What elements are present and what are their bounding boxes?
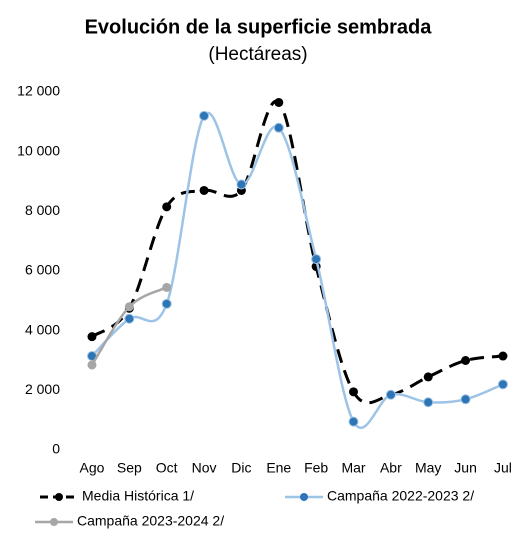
series-line	[91, 111, 504, 430]
legend-marker	[300, 493, 308, 501]
data-point	[274, 97, 284, 107]
y-tick-label: 2 000	[25, 381, 60, 397]
data-point	[349, 387, 358, 397]
x-tick-label: Abr	[380, 460, 402, 476]
y-tick-label: 8 000	[25, 202, 60, 218]
x-tick-label: Nov	[192, 460, 217, 476]
x-tick-label: Dic	[231, 460, 251, 476]
x-tick-label: Sep	[117, 460, 142, 476]
data-point	[423, 397, 434, 408]
x-tick-label: Mar	[341, 460, 365, 476]
data-point	[162, 282, 172, 292]
x-tick-label: Jun	[454, 460, 477, 476]
data-point	[87, 360, 97, 370]
chart-subtitle: (Hectáreas)	[208, 44, 307, 65]
y-tick-label: 10 000	[17, 142, 60, 158]
data-point	[273, 122, 284, 133]
data-point	[385, 389, 396, 400]
data-point	[199, 110, 210, 121]
data-point	[423, 372, 433, 382]
data-point	[236, 179, 247, 190]
x-tick-label: Ene	[266, 460, 291, 476]
data-point	[348, 416, 359, 427]
data-point	[124, 302, 134, 312]
x-tick-label: Jul	[494, 460, 512, 476]
data-point	[161, 298, 172, 309]
x-tick-label: May	[415, 460, 441, 476]
y-tick-label: 12 000	[17, 83, 60, 99]
legend-label: Campaña 2022-2023 2/	[327, 488, 474, 504]
series-line	[91, 99, 504, 405]
data-point	[124, 313, 135, 324]
y-tick-label: 4 000	[25, 321, 60, 337]
series-line	[90, 286, 168, 366]
legend-label: Campaña 2023-2024 2/	[77, 513, 224, 529]
y-tick-label: 0	[52, 441, 60, 457]
y-tick-label: 6 000	[25, 262, 60, 278]
x-tick-label: Ago	[80, 460, 105, 476]
chart-title: Evolución de la superficie sembrada	[85, 16, 433, 38]
legend-marker	[55, 493, 63, 501]
data-point	[311, 254, 322, 265]
data-point	[497, 379, 508, 390]
x-tick-label: Oct	[156, 460, 178, 476]
data-point	[199, 185, 209, 195]
data-point	[498, 351, 508, 361]
x-tick-label: Feb	[304, 460, 328, 476]
legend-marker	[50, 518, 58, 526]
legend-label: Media Histórica 1/	[82, 488, 194, 504]
data-point	[461, 356, 471, 365]
data-point	[87, 332, 97, 342]
data-point	[460, 394, 471, 405]
data-point	[162, 202, 172, 212]
